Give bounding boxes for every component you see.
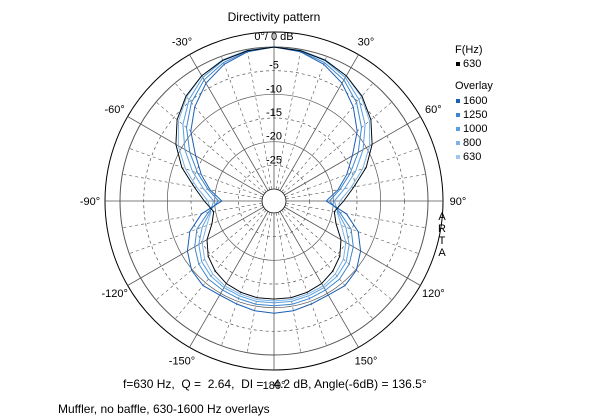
info-line: f=630 Hz, Q = 2.64, DI = 4.2 dB, Angle(-… xyxy=(123,377,427,391)
grid-spoke-major xyxy=(189,211,269,348)
watermark-letter: R xyxy=(438,223,446,235)
angle-label: -90° xyxy=(80,196,100,208)
radial-tick-labels: -5 -10 -15 -20 -25 xyxy=(266,60,282,167)
series-line-800 xyxy=(177,46,371,302)
radial-tick-label: -5 xyxy=(269,60,279,72)
angle-label: -30° xyxy=(172,37,192,49)
watermark-letter: A xyxy=(438,211,446,223)
legend-overlay-label: 1600 xyxy=(463,95,487,107)
angle-label: 180° xyxy=(263,380,286,392)
grid-spoke-major xyxy=(279,211,359,348)
legend-overlay-header: Overlay xyxy=(455,80,493,92)
legend-overlay-swatch xyxy=(456,127,460,131)
series-line-630 xyxy=(175,46,373,300)
angle-label: 150° xyxy=(355,355,378,367)
legend-overlay-label: 1250 xyxy=(463,109,487,121)
angle-labels: 30° 60° 90° 120° 150° 180° -150° -120° -90° -60° -… xyxy=(80,37,466,392)
chart-title: Directivity pattern xyxy=(228,10,321,24)
radial-tick-label: -15 xyxy=(266,107,282,119)
radial-tick-label: -20 xyxy=(266,131,282,143)
series-line-1600 xyxy=(186,46,362,314)
legend-overlay-label: 1000 xyxy=(463,123,487,135)
angle-label: 120° xyxy=(422,288,445,300)
legend-overlay-swatch xyxy=(456,155,460,159)
series-line-1250 xyxy=(185,46,363,307)
caption: Muffler, no baffle, 630-1600 Hz overlays xyxy=(58,402,270,416)
radial-tick-label: -10 xyxy=(266,83,282,95)
angle-label: 60° xyxy=(425,104,442,116)
legend-overlay-label: 800 xyxy=(463,137,481,149)
legend-current-label: 630 xyxy=(463,58,481,70)
legend: F(Hz) 630 Overlay 1600 1250 1000 800 630 xyxy=(455,44,493,163)
angle-label: 30° xyxy=(358,37,375,49)
center-ring xyxy=(261,188,287,214)
angle-label: -150° xyxy=(169,355,195,367)
watermark-letter: T xyxy=(439,235,446,247)
series-line-1000 xyxy=(182,46,366,304)
legend-overlay-swatch xyxy=(456,113,460,117)
radial-tick-label: -25 xyxy=(266,154,282,166)
legend-overlay-swatch xyxy=(456,99,460,103)
watermark: A R T A xyxy=(438,211,446,259)
radial-unit-label: 0°/ 0 dB xyxy=(254,31,293,43)
legend-header: F(Hz) xyxy=(455,44,483,56)
polar-series xyxy=(175,46,373,314)
angle-label: 90° xyxy=(450,196,467,208)
grid-spoke-major xyxy=(127,206,264,286)
legend-overlay-label: 630 xyxy=(463,151,481,163)
legend-current-swatch xyxy=(456,62,460,66)
watermark-letter: A xyxy=(438,247,446,259)
angle-label: -120° xyxy=(101,288,127,300)
angle-label: -60° xyxy=(104,104,124,116)
legend-overlay-swatch xyxy=(456,141,460,145)
grid-spoke-major xyxy=(284,206,421,286)
